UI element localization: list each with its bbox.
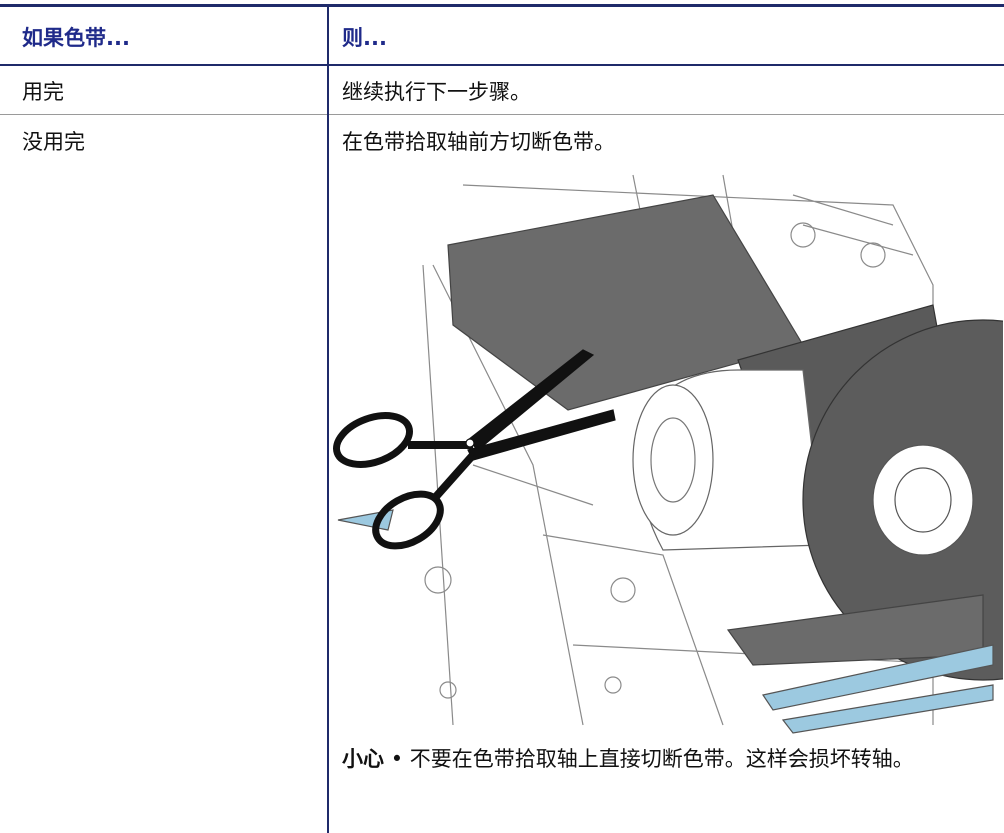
- table-top-border: [0, 4, 1004, 7]
- cell: 在色带拾取轴前方切断色带。: [342, 130, 615, 154]
- row-divider: [0, 114, 1004, 115]
- header-cell: 如果色带...: [22, 26, 130, 50]
- row-divider: [0, 64, 1004, 66]
- caution-label: 小心: [342, 747, 384, 771]
- cell: 用完: [22, 80, 64, 104]
- column-divider: [327, 5, 329, 833]
- cell: 继续执行下一步骤。: [342, 80, 531, 104]
- caution-text: • 不要在色带拾取轴上直接切断色带。这样会损坏转轴。: [390, 747, 914, 771]
- ribbon-illustration: [333, 174, 1003, 734]
- header-cell: 则...: [342, 26, 387, 50]
- caution-note: 小心 • 不要在色带拾取轴上直接切断色带。这样会损坏转轴。: [342, 744, 992, 775]
- cell: 没用完: [22, 130, 85, 154]
